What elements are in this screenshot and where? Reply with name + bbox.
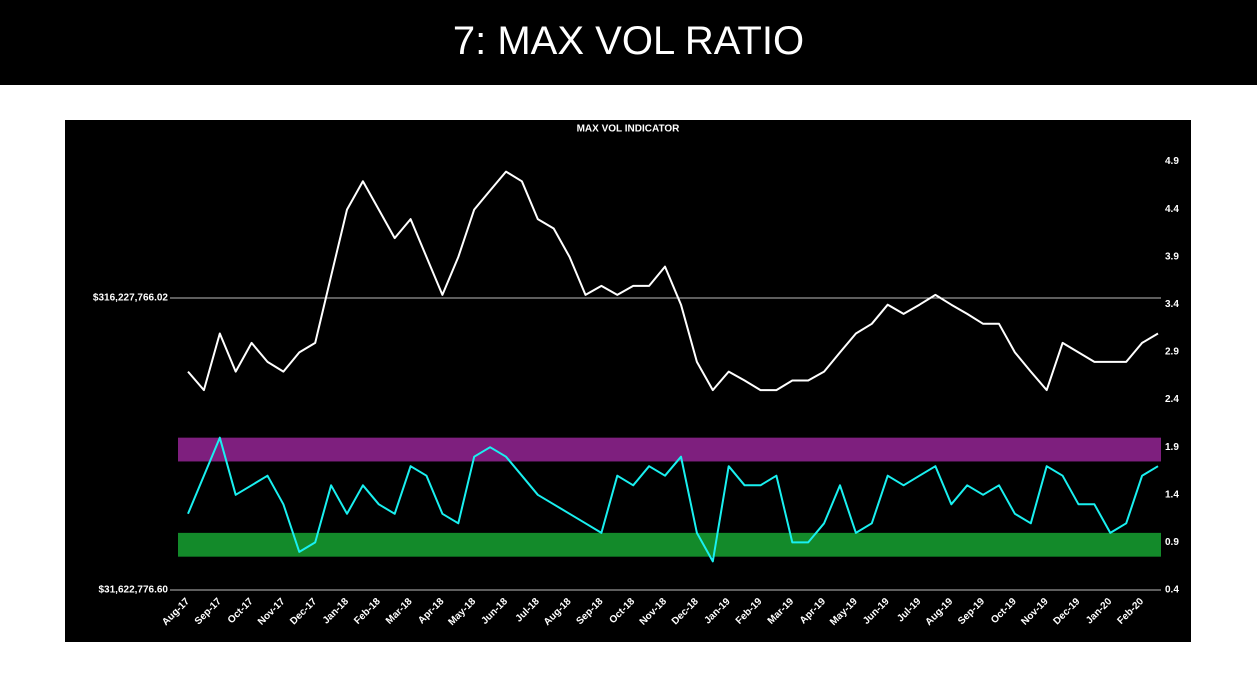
y2-tick-label: 4.9 [1165, 156, 1179, 167]
y2-tick-label: 3.4 [1165, 299, 1179, 310]
y2-tick-label: 0.9 [1165, 537, 1179, 548]
line [187, 436, 1159, 563]
y-tick-label: $31,622,776.60 [98, 585, 168, 596]
y2-tick-label: 0.4 [1165, 585, 1179, 596]
y2-tick-label: 4.4 [1165, 204, 1179, 215]
slide-title: 7: MAX VOL RATIO [0, 0, 1257, 85]
y2-tick-label: 1.4 [1165, 489, 1179, 500]
y-tick-label: $316,227,766.02 [93, 293, 169, 304]
y2-tick-label: 2.9 [1165, 347, 1179, 358]
line [187, 170, 1159, 392]
band [178, 532, 1161, 557]
band [178, 437, 1161, 462]
y2-tick-label: 1.9 [1165, 442, 1179, 453]
chart-title: MAX VOL INDICATOR [577, 124, 681, 135]
y2-tick-label: 3.9 [1165, 251, 1179, 262]
chart-background [65, 120, 1191, 642]
chart: MAX VOL INDICATOR $316,227,766.02 $31,622… [65, 120, 1191, 642]
y2-tick-label: 2.4 [1165, 394, 1179, 405]
